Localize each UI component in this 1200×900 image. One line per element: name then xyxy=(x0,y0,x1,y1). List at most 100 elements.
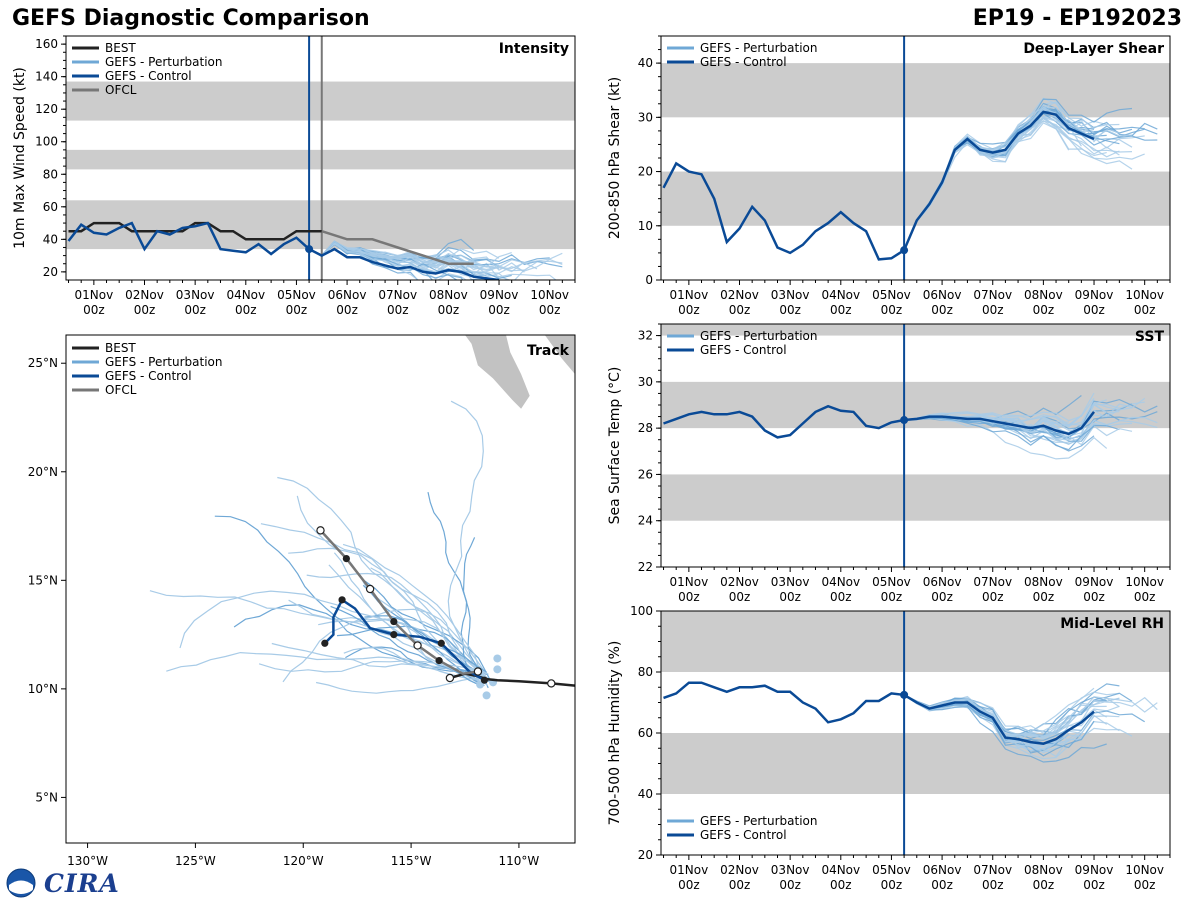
shear-xtick-hour-label: 00z xyxy=(1033,303,1055,317)
intensity-ylabel: 10m Max Wind Speed (kt) xyxy=(12,67,28,249)
intensity-xtick-hour-label: 00z xyxy=(286,303,308,317)
intensity-band xyxy=(66,81,575,121)
shear-xtick-hour-label: 00z xyxy=(1134,303,1156,317)
track-legend-label: OFCL xyxy=(105,383,137,397)
baja-land xyxy=(465,335,530,409)
track-ytick-label: 15°N xyxy=(28,573,58,587)
sst-xtick-hour-label: 00z xyxy=(881,590,903,604)
page-title: GEFS Diagnostic Comparison xyxy=(12,6,370,31)
shear-xtick-day-label: 07Nov xyxy=(973,288,1012,302)
track-perturbation-marker xyxy=(493,665,502,674)
shear-band xyxy=(661,171,1170,226)
rh-ytick-label: 40 xyxy=(638,787,653,801)
shear-legend-label: GEFS - Control xyxy=(700,55,787,69)
track-perturbation-line xyxy=(330,605,480,686)
track-ytick-label: 20°N xyxy=(28,465,58,479)
rh-xtick-hour-label: 00z xyxy=(982,878,1004,892)
intensity-plot-area xyxy=(66,36,575,280)
intensity-xtick-hour-label: 00z xyxy=(134,303,156,317)
rh-xtick-hour-label: 00z xyxy=(881,878,903,892)
track-frame xyxy=(65,334,576,844)
intensity-best-line xyxy=(68,221,322,241)
rh-xtick-hour-label: 00z xyxy=(1083,878,1105,892)
rh-xtick-hour-label: 00z xyxy=(830,878,852,892)
track-legend-label: GEFS - Control xyxy=(105,369,192,383)
sst-xtick-hour-label: 00z xyxy=(931,590,953,604)
track-perturbation-line xyxy=(364,615,487,673)
rh-xtick-day-label: 05Nov xyxy=(872,863,911,877)
track-xtick-label: 125°W xyxy=(175,854,216,868)
track-perturbation-line xyxy=(214,515,479,673)
rh-control-line xyxy=(663,681,1095,745)
track-ofcl-closed-marker xyxy=(390,617,398,626)
intensity-xtick-day-label: 01Nov xyxy=(75,288,114,302)
sst-xtick-hour-label: 00z xyxy=(1033,590,1055,604)
sst-xtick-day-label: 04Nov xyxy=(821,575,860,589)
shear-ytick-label: 0 xyxy=(645,273,653,287)
shear-panel-title: Deep-Layer Shear xyxy=(1023,41,1164,57)
rh-control-init-marker xyxy=(900,690,909,699)
intensity-xtick-hour-label: 00z xyxy=(184,303,206,317)
rh-xtick-hour-label: 00z xyxy=(779,878,801,892)
intensity-ytick-label: 60 xyxy=(43,200,58,214)
sst-xtick-day-label: 10Nov xyxy=(1125,575,1164,589)
track-control-closed-marker xyxy=(390,630,398,639)
shear-legend-label: GEFS - Perturbation xyxy=(700,41,817,55)
sst-xtick-hour-label: 00z xyxy=(1083,590,1105,604)
intensity-xtick-day-label: 06Nov xyxy=(328,288,367,302)
sst-xtick-day-label: 09Nov xyxy=(1075,575,1114,589)
rh-xtick-hour-label: 00z xyxy=(729,878,751,892)
shear-xtick-day-label: 06Nov xyxy=(923,288,962,302)
track-perturbation-marker xyxy=(493,654,502,663)
shear-ylabel: 200-850 hPa Shear (kt) xyxy=(607,77,623,239)
intensity-ofcl-line xyxy=(321,230,474,265)
intensity-legend-label: GEFS - Control xyxy=(105,69,192,83)
track-control-closed-marker xyxy=(338,596,346,604)
track-ofcl-open-marker xyxy=(316,526,325,535)
intensity-ytick-label: 120 xyxy=(35,102,58,116)
shear-panel: 01Nov00z02Nov00z03Nov00z04Nov00z05Nov00z… xyxy=(607,35,1171,317)
sst-xtick-hour-label: 00z xyxy=(779,590,801,604)
rh-band xyxy=(661,733,1170,794)
shear-plot-area xyxy=(661,36,1170,280)
rh-plot-area xyxy=(661,611,1170,855)
track-legend-label: BEST xyxy=(105,341,136,355)
rh-legend-label: GEFS - Perturbation xyxy=(700,814,817,828)
rh-xtick-hour-label: 00z xyxy=(1033,878,1055,892)
intensity-perturbation-line xyxy=(308,240,500,261)
sst-band xyxy=(661,474,1170,521)
rh-xtick-day-label: 08Nov xyxy=(1024,863,1063,877)
sst-xtick-day-label: 02Nov xyxy=(720,575,759,589)
sst-ytick-label: 32 xyxy=(638,329,653,343)
shear-ytick-label: 20 xyxy=(638,165,653,179)
track-panel: 130°W 125°W 120°W 115°W 110°W 5°N 10°N 15°N 20°N… xyxy=(28,334,576,868)
track-ofcl-closed-marker xyxy=(435,657,443,665)
intensity-xtick-day-label: 02Nov xyxy=(125,288,164,302)
rh-xtick-hour-label: 00z xyxy=(1134,878,1156,892)
sst-ytick-label: 22 xyxy=(638,560,653,574)
sst-xtick-hour-label: 00z xyxy=(729,590,751,604)
rh-xtick-day-label: 02Nov xyxy=(720,863,759,877)
sst-plot-area xyxy=(661,324,1170,567)
sst-ylabel: Sea Surface Temp (°C) xyxy=(607,367,623,525)
rh-panel: 01Nov00z02Nov00z03Nov00z04Nov00z05Nov00z… xyxy=(607,604,1171,892)
rh-xtick-day-label: 09Nov xyxy=(1075,863,1114,877)
track-xtick-label: 120°W xyxy=(283,854,324,868)
rh-ytick-label: 60 xyxy=(638,726,653,740)
shear-xtick-hour-label: 00z xyxy=(982,303,1004,317)
intensity-panel: 01Nov00z02Nov00z03Nov00z04Nov00z05Nov00z… xyxy=(12,35,576,317)
sst-xtick-hour-label: 00z xyxy=(1134,590,1156,604)
sst-control-init-marker xyxy=(900,416,909,425)
noaa-logo-icon xyxy=(6,868,36,898)
intensity-band xyxy=(66,200,575,250)
shear-ytick-label: 10 xyxy=(638,219,653,233)
sst-frame xyxy=(660,323,1171,568)
mainland-land xyxy=(544,335,575,375)
sst-ytick-label: 30 xyxy=(638,375,653,389)
sst-legend-label: GEFS - Perturbation xyxy=(700,329,817,343)
rh-xtick-day-label: 10Nov xyxy=(1125,863,1164,877)
sst-ytick-label: 28 xyxy=(638,421,653,435)
track-ofcl-closed-marker xyxy=(342,555,350,563)
track-perturbation-line xyxy=(427,491,479,683)
